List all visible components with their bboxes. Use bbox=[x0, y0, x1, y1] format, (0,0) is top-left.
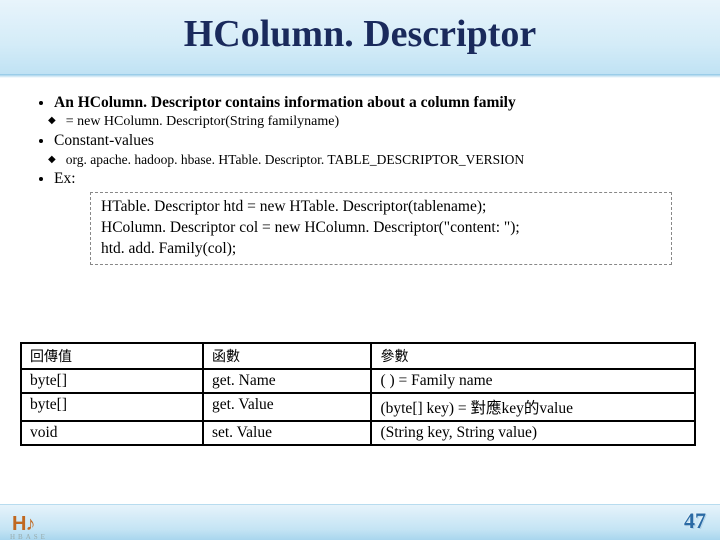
cell: get. Value bbox=[203, 393, 372, 421]
table-header-function: 函數 bbox=[203, 343, 372, 369]
table-row: byte[] get. Name ( ) = Family name bbox=[21, 369, 695, 393]
example-line-1: HTable. Descriptor htd = new HTable. Des… bbox=[101, 197, 661, 218]
cell: void bbox=[21, 421, 203, 445]
cell: set. Value bbox=[203, 421, 372, 445]
page-title: HColumn. Descriptor bbox=[0, 0, 720, 56]
bullet-3: Ex: bbox=[54, 170, 702, 188]
table-header-params: 參數 bbox=[371, 343, 695, 369]
example-box: HTable. Descriptor htd = new HTable. Des… bbox=[90, 192, 672, 265]
cell: (String key, String value) bbox=[371, 421, 695, 445]
table-header-return: 回傳值 bbox=[21, 343, 203, 369]
table-row: void set. Value (String key, String valu… bbox=[21, 421, 695, 445]
bullet-2: Constant-values bbox=[54, 132, 702, 150]
bullet-1a: = new HColumn. Descriptor(String familyn… bbox=[48, 114, 702, 130]
cell: byte[] bbox=[21, 369, 203, 393]
cell: ( ) = Family name bbox=[371, 369, 695, 393]
bullet-1: An HColumn. Descriptor contains informat… bbox=[54, 94, 702, 112]
page-number: 47 bbox=[684, 508, 706, 534]
content-area: An HColumn. Descriptor contains informat… bbox=[18, 92, 702, 265]
example-line-2: HColumn. Descriptor col = new HColumn. D… bbox=[101, 218, 661, 239]
footer-band bbox=[0, 504, 720, 540]
example-line-3: htd. add. Family(col); bbox=[101, 239, 661, 260]
table-row: byte[] get. Value (byte[] key) = 對應key的v… bbox=[21, 393, 695, 421]
cell: (byte[] key) = 對應key的value bbox=[371, 393, 695, 421]
api-table: 回傳值 函數 參數 byte[] get. Name ( ) = Family … bbox=[20, 342, 696, 446]
cell: get. Name bbox=[203, 369, 372, 393]
cell: byte[] bbox=[21, 393, 203, 421]
bullet-2a: org. apache. hadoop. hbase. HTable. Desc… bbox=[48, 152, 702, 168]
